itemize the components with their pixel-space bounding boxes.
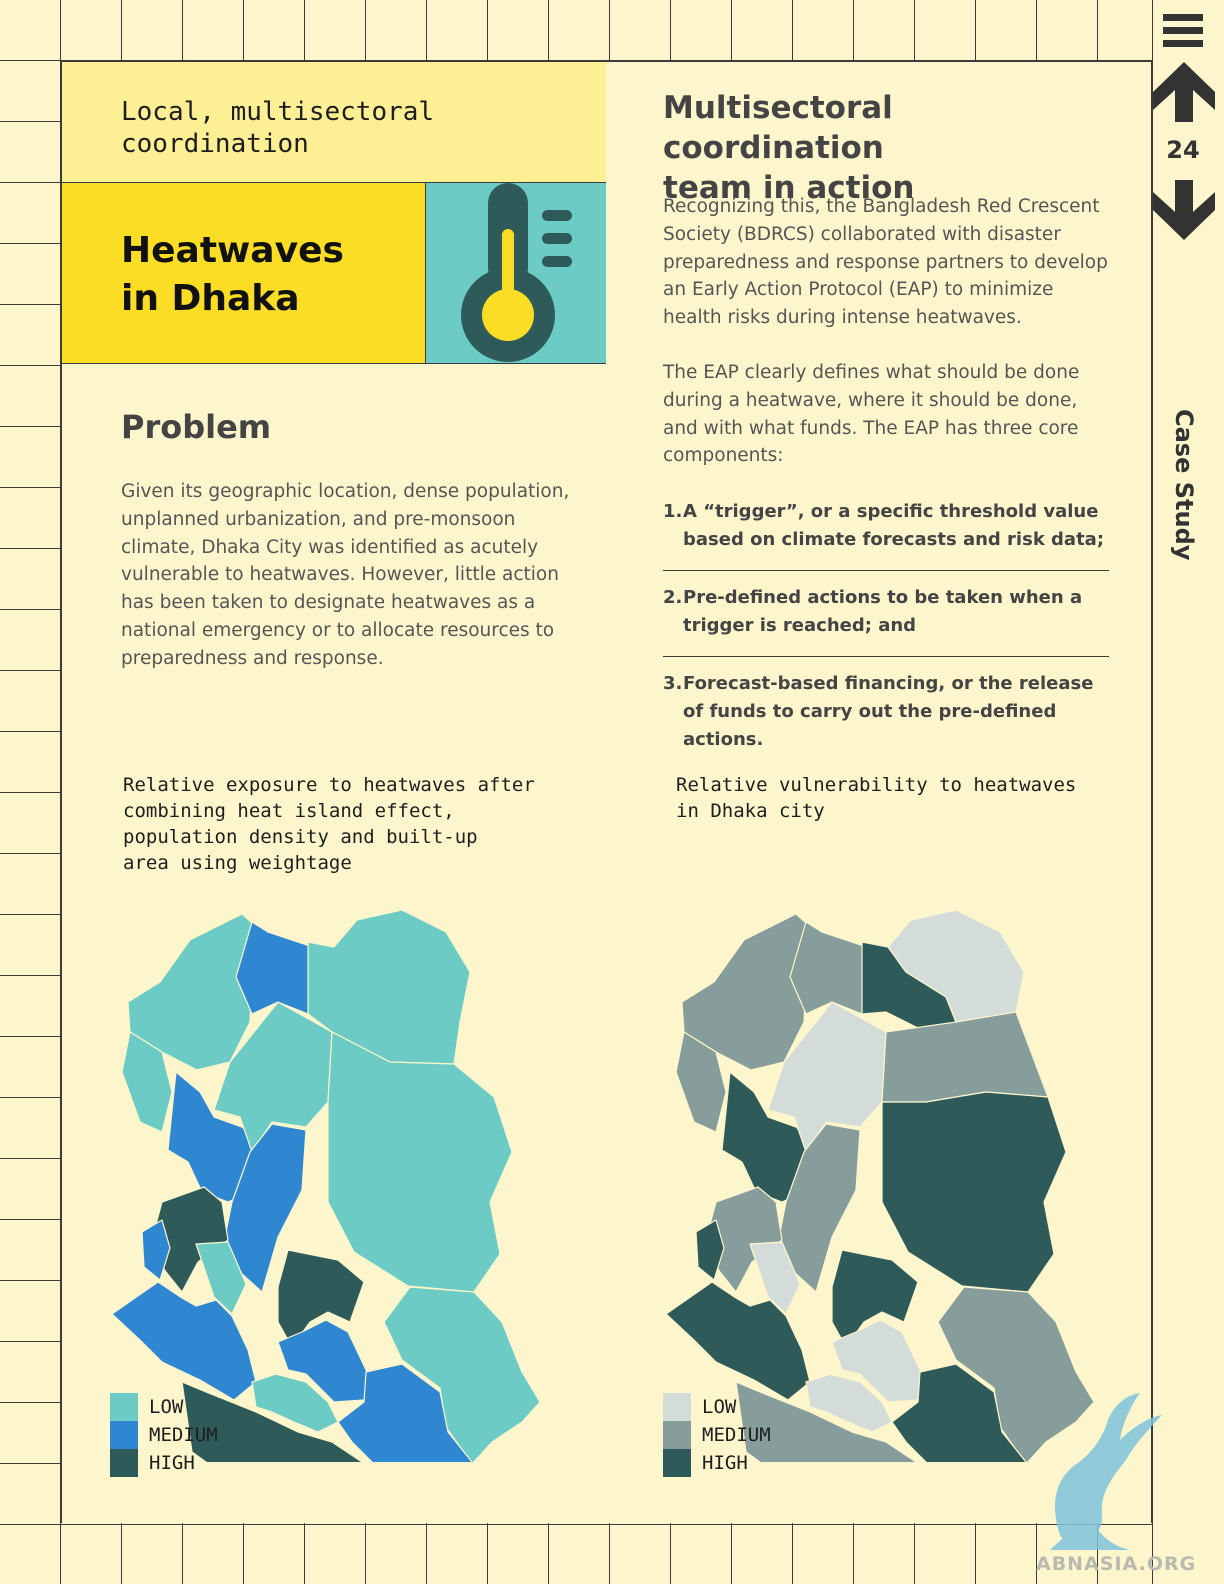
problem-text: Given its geographic location, dense pop…	[121, 481, 570, 669]
legend-label-medium: MEDIUM	[702, 1424, 771, 1446]
legend-item-high: HIGH	[110, 1449, 218, 1477]
component-number: 3.	[663, 673, 683, 694]
section-label: Case Study	[1170, 409, 1198, 561]
kicker-box: Local, multisectoral coordination	[62, 62, 606, 183]
vulnerability-map	[665, 909, 1095, 1462]
legend-label-low: LOW	[702, 1396, 737, 1418]
vulnerability-zone-west-high-2	[695, 1219, 725, 1281]
exposure-zone-west-1	[121, 1031, 173, 1133]
thermometer-box	[426, 183, 606, 364]
problem-heading: Problem	[121, 408, 272, 446]
component-text: Pre-defined actions to be taken when a t…	[683, 587, 1083, 636]
component-number: 1.	[663, 501, 683, 522]
coordination-heading: Multisectoral coordination team in actio…	[663, 90, 915, 206]
exposure-zone-north-west	[127, 913, 261, 1071]
menu-icon[interactable]	[1163, 14, 1203, 48]
vulnerability-zone-east-high	[881, 1091, 1067, 1293]
vulnerability-zone-center-high	[831, 1249, 919, 1348]
legend-item-medium: MEDIUM	[663, 1421, 771, 1449]
watermark-text: ABNASIA.ORG	[1036, 1553, 1197, 1575]
legend-label-high: HIGH	[702, 1452, 748, 1474]
vulnerability-zone-southwest-high	[665, 1281, 811, 1401]
vulnerability-zone-east-medium	[881, 1011, 1049, 1103]
exposure-zone-west-medium-2	[141, 1219, 171, 1281]
legend-swatch-medium	[110, 1421, 138, 1449]
legend-swatch-low	[110, 1393, 138, 1421]
exposure-map-caption: Relative exposure to heatwaves after com…	[123, 774, 535, 874]
legend-item-low: LOW	[110, 1393, 218, 1421]
legend-swatch-medium	[663, 1421, 691, 1449]
exposure-zone-southwest-medium	[111, 1281, 257, 1401]
arrow-down-icon[interactable]	[1153, 180, 1215, 242]
component-number: 2.	[663, 587, 683, 608]
vulnerability-legend: LOW MEDIUM HIGH	[663, 1393, 771, 1477]
vulnerability-zone-north	[789, 921, 865, 1015]
eap-component-2: 2. Pre-defined actions to be taken when …	[663, 584, 1109, 657]
right-panel: Multisectoral coordination team in actio…	[606, 61, 1152, 1523]
page-title: Heatwaves in Dhaka	[121, 230, 344, 319]
thermometer-icon	[461, 183, 572, 362]
vulnerability-zone-center-medium	[777, 1123, 861, 1293]
exposure-map	[111, 909, 541, 1462]
intro-paragraph: Recognizing this, the Bangladesh Red Cre…	[663, 196, 1108, 329]
vulnerability-zone-southeast-medium	[937, 1286, 1095, 1462]
eap-component-3: 3. Forecast-based financing, or the rele…	[663, 670, 1109, 770]
page-number: 24	[1166, 136, 1200, 164]
side-navigation: 24 Case Study	[1152, 0, 1224, 1584]
exposure-zone-south-medium	[337, 1363, 473, 1462]
vulnerability-zone-west-1	[675, 1031, 727, 1133]
vulnerability-map-caption: Relative vulnerability to heatwaves in D…	[676, 774, 1077, 822]
griffin-logo-icon	[1050, 1393, 1162, 1550]
exposure-zone-north	[235, 921, 311, 1015]
arrow-up-icon[interactable]	[1153, 60, 1215, 122]
vulnerability-zone-north-west	[681, 913, 815, 1071]
exposure-zone-south-low	[251, 1373, 339, 1433]
legend-swatch-low	[663, 1393, 691, 1421]
exposure-zone-west-low-2	[195, 1241, 247, 1315]
eap-component-1: 1. A “trigger”, or a specific threshold …	[663, 498, 1109, 571]
exposure-zone-north-east	[307, 909, 471, 1065]
component-text: Forecast-based financing, or the release…	[683, 673, 1094, 750]
legend-label-high: HIGH	[149, 1452, 195, 1474]
exposure-zone-southeast-low	[383, 1286, 541, 1462]
legend-label-low: LOW	[149, 1396, 184, 1418]
legend-item-medium: MEDIUM	[110, 1421, 218, 1449]
exposure-zone-center-high	[277, 1249, 365, 1348]
vulnerability-zone-south-medium	[735, 1381, 917, 1462]
exposure-legend: LOW MEDIUM HIGH	[110, 1393, 218, 1477]
eap-components-list: 1. A “trigger”, or a specific threshold …	[663, 498, 1109, 783]
legend-item-low: LOW	[663, 1393, 771, 1421]
legend-item-high: HIGH	[663, 1449, 771, 1477]
kicker: Local, multisectoral coordination	[121, 97, 435, 159]
component-text: A “trigger”, or a specific threshold val…	[683, 501, 1105, 550]
exposure-zone-center-medium	[223, 1123, 307, 1293]
legend-label-medium: MEDIUM	[149, 1424, 218, 1446]
eap-paragraph: The EAP clearly defines what should be d…	[663, 362, 1080, 467]
title-box: Heatwaves in Dhaka	[62, 183, 426, 364]
vulnerability-zone-south-low	[805, 1373, 893, 1433]
left-panel: Local, multisectoral coordination Heatwa…	[61, 61, 607, 1523]
exposure-zone-south-high	[181, 1381, 364, 1462]
exposure-zone-east	[327, 1031, 513, 1293]
vulnerability-zone-center-low	[767, 1001, 887, 1153]
legend-swatch-high	[110, 1449, 138, 1477]
exposure-zone-center-north	[213, 1001, 333, 1153]
vulnerability-zone-west-low	[749, 1241, 801, 1315]
vulnerability-zone-south-high	[891, 1363, 1027, 1462]
legend-swatch-high	[663, 1449, 691, 1477]
